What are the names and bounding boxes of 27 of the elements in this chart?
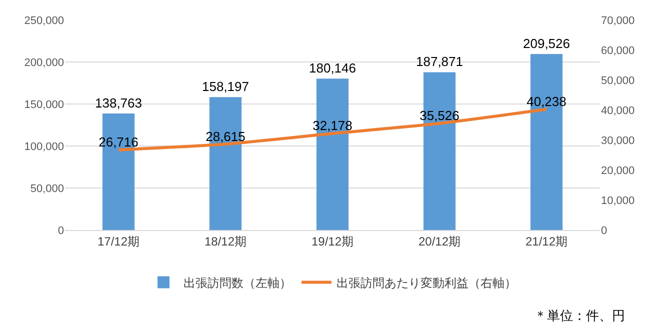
y2-tick-label: 0 [601, 224, 608, 237]
y2-tick-label: 50,000 [601, 74, 635, 87]
data-label: 158,197 [202, 79, 249, 94]
y2-tick-label: 20,000 [601, 164, 635, 177]
y-tick-label: 0 [58, 224, 64, 237]
legend-label: 出張訪問あたり変動利益（右軸） [336, 276, 516, 290]
y-tick-label: 50,000 [30, 182, 64, 195]
x-tick-label: 19/12期 [311, 234, 354, 248]
y2-tick-label: 60,000 [601, 44, 635, 57]
y2-tick-label: 30,000 [601, 134, 635, 147]
y2-tick-label: 10,000 [601, 194, 635, 207]
x-tick-label: 18/12期 [204, 234, 247, 248]
y-tick-label: 250,000 [24, 14, 64, 27]
y-tick-label: 200,000 [24, 56, 64, 69]
y-tick-label: 100,000 [24, 140, 64, 153]
x-tick-label: 21/12期 [525, 234, 568, 248]
data-label: 187,871 [416, 54, 463, 70]
text: ＊単位：件、円 [534, 308, 625, 323]
x-tick-label: 17/12期 [97, 234, 140, 248]
legend-label: 出張訪問数（左軸） [184, 276, 292, 290]
data-label: 209,526 [523, 36, 570, 51]
x-tick-label: 20/12期 [418, 234, 461, 248]
data-label: 138,763 [95, 95, 142, 110]
data-label: 180,146 [309, 60, 356, 76]
y2-tick-label: 70,000 [601, 14, 635, 27]
y2-tick-label: 40,000 [601, 104, 635, 117]
y-tick-label: 150,000 [24, 98, 64, 111]
